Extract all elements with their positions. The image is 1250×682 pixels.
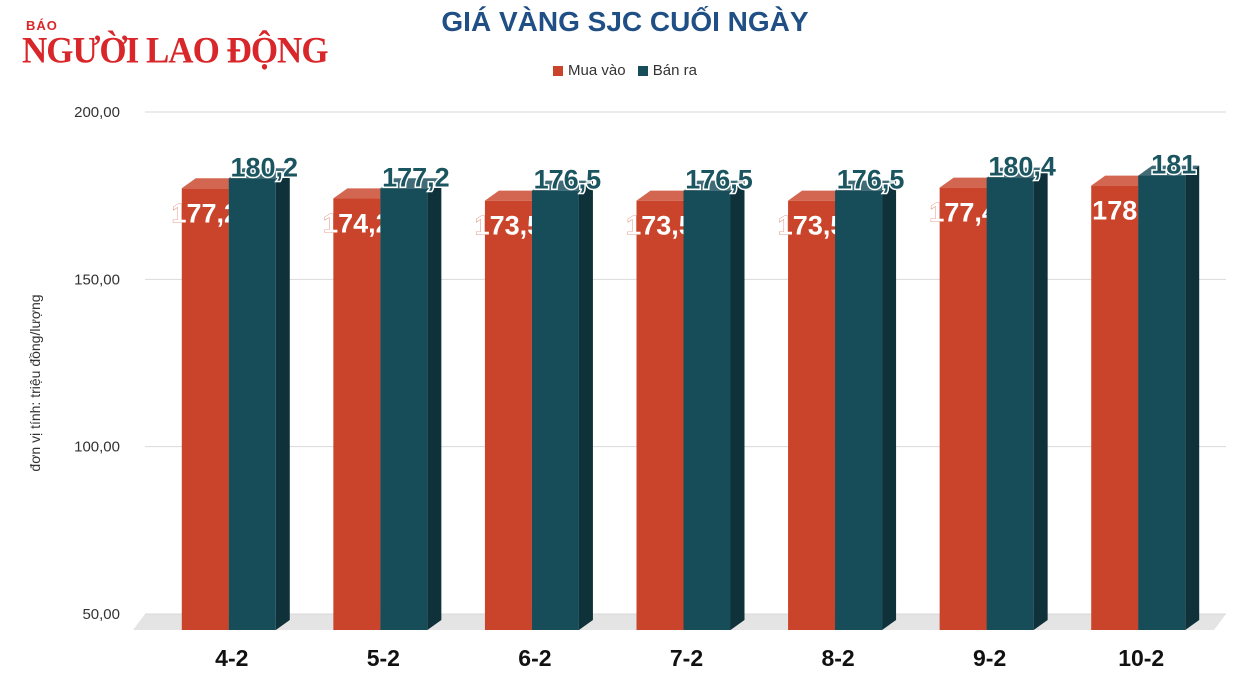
data-label: 180,4 — [988, 152, 1056, 182]
data-label: 174,2 — [323, 208, 391, 238]
bar-side — [1033, 167, 1048, 630]
bar-ban-ra — [380, 188, 428, 630]
bar-top — [380, 178, 442, 189]
data-label: 176,5 — [685, 165, 753, 195]
bar-ban-ra — [835, 190, 883, 630]
legend-item-mua-vao: Mua vào — [553, 62, 626, 79]
bar-side — [1185, 165, 1200, 630]
bar-mua-vao — [181, 188, 229, 630]
data-label: 177,2 — [171, 198, 239, 228]
bar-mua-vao — [788, 200, 836, 631]
bar-ban-ra — [986, 177, 1034, 630]
data-label: 173,5 — [626, 211, 694, 241]
x-tick-label: 6-2 — [518, 645, 551, 671]
bar-top — [531, 180, 593, 191]
legend-swatch-ban-ra — [637, 65, 648, 76]
bar-top — [1138, 165, 1200, 176]
x-tick-label: 9-2 — [973, 645, 1006, 671]
y-tick-label: 200,00 — [74, 104, 120, 121]
bar-side — [882, 180, 897, 630]
x-tick-label: 7-2 — [670, 645, 703, 671]
legend-label-ban-ra: Bán ra — [652, 62, 697, 79]
x-tick-label: 5-2 — [367, 645, 400, 671]
bar-top — [835, 180, 897, 191]
bar-top — [939, 177, 1001, 188]
bar-mua-vao — [939, 187, 987, 630]
bar-top — [181, 178, 243, 189]
bar-side — [578, 180, 593, 630]
legend-swatch-mua-vao — [553, 65, 564, 76]
bar-top — [228, 168, 290, 179]
publisher-logo: BÁO NGƯỜI LAO ĐỘNG — [22, 14, 329, 71]
x-tick-label: 10-2 — [1118, 645, 1164, 671]
publisher-logo-small: BÁO — [26, 18, 58, 33]
legend-item-ban-ra: Bán ra — [637, 62, 697, 79]
data-label: 180,2 — [230, 152, 298, 182]
bar-side — [427, 178, 442, 630]
y-tick-label: 150,00 — [74, 271, 120, 288]
data-label: 181 — [1151, 150, 1196, 180]
y-tick-label: 100,00 — [74, 439, 120, 456]
bar-top — [636, 190, 698, 201]
bar-mua-vao — [484, 200, 532, 631]
bar-mua-vao — [333, 198, 381, 630]
bar-mua-vao — [1091, 185, 1139, 631]
chart-title: GIÁ VÀNG SJC CUỐI NGÀY — [441, 6, 809, 37]
data-label: 176,5 — [534, 165, 602, 195]
legend-label-mua-vao: Mua vào — [568, 62, 626, 79]
bar-top — [1091, 175, 1153, 186]
chart-legend: Mua vào Bán ra — [0, 62, 1250, 80]
publisher-logo-name: NGƯỜI LAO ĐỘNG — [22, 30, 329, 71]
bar-top — [333, 188, 395, 199]
bar-ban-ra — [1138, 175, 1186, 630]
bar-mua-vao — [636, 200, 684, 631]
data-label: 173,5 — [475, 211, 543, 241]
data-label: 177,4 — [929, 198, 997, 228]
y-axis-label: đơn vị tính: triệu đồng/lượng — [27, 294, 43, 471]
bar-top — [484, 190, 546, 201]
y-tick-label: 50,00 — [82, 606, 120, 623]
bar-ban-ra — [228, 178, 276, 630]
bar-side — [730, 180, 745, 630]
bar-top — [683, 180, 745, 191]
x-tick-label: 8-2 — [821, 645, 854, 671]
data-label: 178 — [1092, 196, 1137, 226]
x-tick-label: 4-2 — [215, 645, 248, 671]
bar-ban-ra — [531, 190, 579, 630]
bar-side — [275, 168, 290, 630]
bar-ban-ra — [683, 190, 731, 630]
bar-top — [986, 167, 1048, 178]
data-label: 173,5 — [778, 211, 846, 241]
bar-top — [788, 190, 850, 201]
data-label: 176,5 — [837, 165, 905, 195]
data-label: 177,2 — [382, 162, 450, 192]
